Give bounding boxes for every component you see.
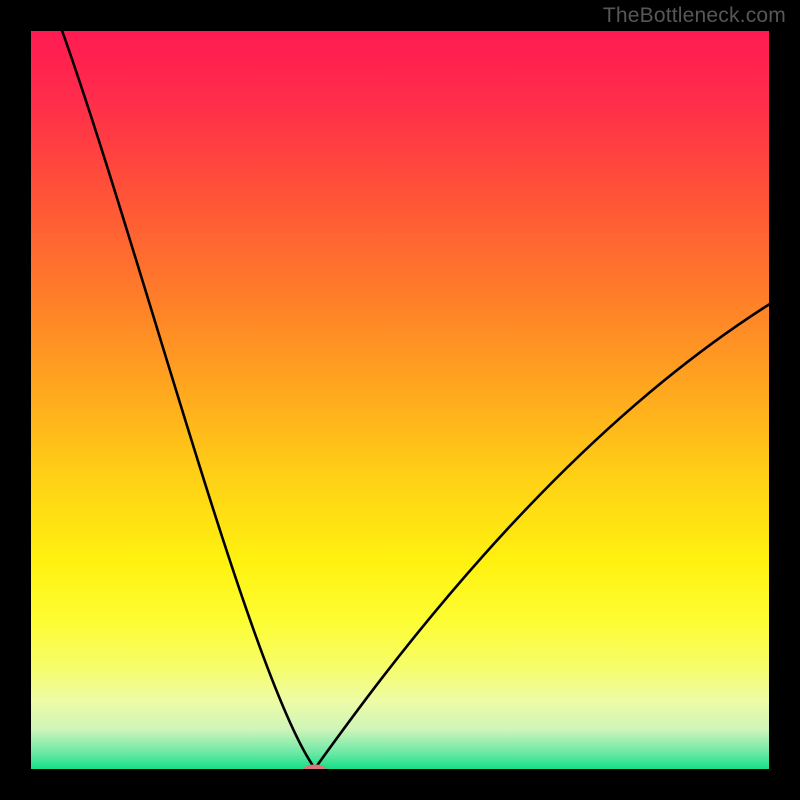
bottleneck-chart [0,0,800,800]
plot-gradient-background [30,30,770,770]
chart-container: TheBottleneck.com [0,0,800,800]
watermark-text: TheBottleneck.com [603,4,786,28]
